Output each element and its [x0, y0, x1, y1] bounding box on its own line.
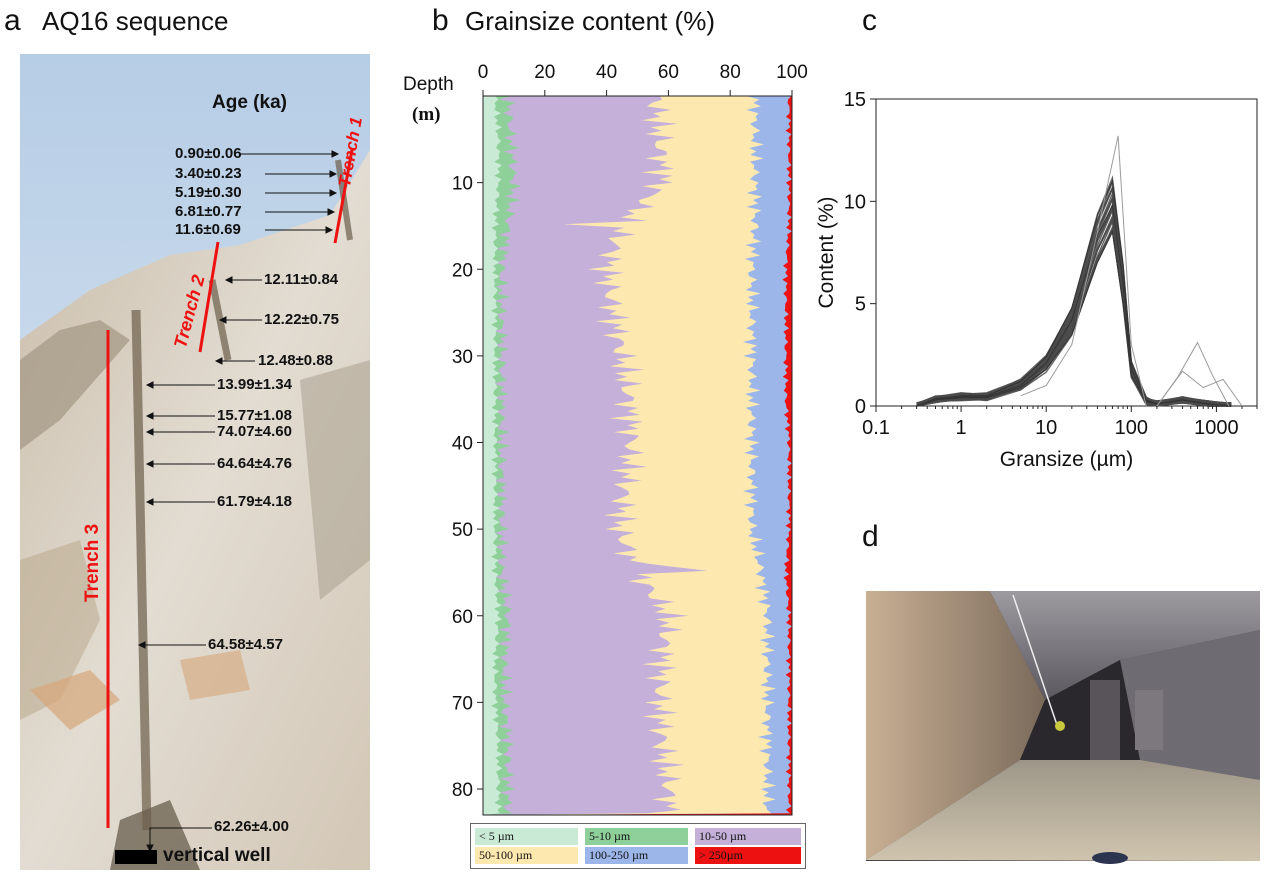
age-label: 5.19±0.30 — [175, 184, 242, 201]
vertical-well-label: vertical well — [163, 845, 271, 866]
age-label: 12.11±0.84 — [264, 271, 339, 288]
age-label: 6.81±0.77 — [175, 203, 242, 220]
y-tick-label: 15 — [844, 89, 866, 111]
panel-a-letter: a — [4, 4, 21, 37]
age-label: 12.48±0.88 — [258, 352, 333, 369]
age-label: 11.6±0.69 — [175, 221, 241, 238]
x-axis-label: Gransize (µm) — [1000, 448, 1133, 471]
y-tick-label: 50 — [452, 520, 473, 541]
y-tick-label: 10 — [452, 174, 473, 195]
x-tick-label: 60 — [658, 62, 679, 83]
legend-item: 50-100 µm — [475, 847, 578, 864]
x-tick-label: 0.1 — [862, 417, 890, 439]
x-tick-label: 1 — [956, 417, 967, 439]
x-tick-label: 20 — [534, 62, 555, 83]
y-tick-label: 10 — [844, 191, 866, 213]
y-tick-label: 40 — [452, 434, 473, 455]
series-lt5 — [483, 96, 503, 815]
y-tick-label: 70 — [452, 693, 473, 714]
panel-b-letter: b — [432, 4, 449, 37]
plot-frame — [482, 95, 793, 816]
series-10-50 — [483, 96, 708, 815]
legend-item: 10-50 µm — [695, 828, 801, 845]
depth-label: Depth — [403, 74, 454, 95]
series-coarse-b — [1156, 370, 1243, 407]
x-tick-label: 0 — [478, 62, 489, 83]
age-label: 64.64±4.76 — [217, 455, 292, 472]
x-tick-label: 100 — [1115, 417, 1148, 439]
y-tick-label: 60 — [452, 607, 473, 628]
y-tick-label: 80 — [452, 780, 473, 801]
age-label: 15.77±1.08 — [217, 407, 292, 424]
grainsize-legend: < 5 µm 5-10 µm 10-50 µm 50-100 µm 100-25… — [470, 823, 806, 869]
age-label: 13.99±1.34 — [217, 376, 292, 393]
plot-frame — [875, 98, 1258, 407]
panel-b-title: Grainsize content (%) — [465, 6, 715, 36]
y-tick-label: 5 — [855, 294, 866, 316]
age-label: 74.07±4.60 — [217, 423, 292, 440]
panel-a-title: AQ16 sequence — [42, 6, 229, 36]
y-axis-label: Content (%) — [815, 196, 838, 308]
y-tick-label: 0 — [855, 396, 866, 418]
legend-item: 5-10 µm — [585, 828, 688, 845]
age-label: 0.90±0.06 — [175, 145, 242, 162]
panel-d-letter: d — [862, 520, 879, 553]
y-tick-label: 30 — [452, 347, 473, 368]
depth-unit: (m) — [412, 104, 441, 125]
x-tick-label: 100 — [776, 62, 808, 83]
x-tick-label: 80 — [720, 62, 741, 83]
panel-c-letter: c — [862, 4, 877, 37]
legend-item: > 250µm — [695, 847, 801, 864]
x-tick-label: 1000 — [1194, 417, 1239, 439]
age-label: 12.22±0.75 — [264, 311, 339, 328]
y-tick-label: 20 — [452, 260, 473, 281]
x-tick-label: 40 — [596, 62, 617, 83]
age-header: Age (ka) — [212, 92, 287, 113]
age-label: 64.58±4.57 — [208, 636, 283, 653]
legend-item: < 5 µm — [475, 828, 578, 845]
series-peak — [1020, 135, 1147, 407]
age-label: 3.40±0.23 — [175, 165, 242, 182]
age-label: 62.26±4.00 — [214, 818, 289, 835]
age-label: 61.79±4.18 — [217, 493, 292, 510]
x-tick-label: 10 — [1035, 417, 1057, 439]
legend-item: 100-250 µm — [585, 847, 688, 864]
